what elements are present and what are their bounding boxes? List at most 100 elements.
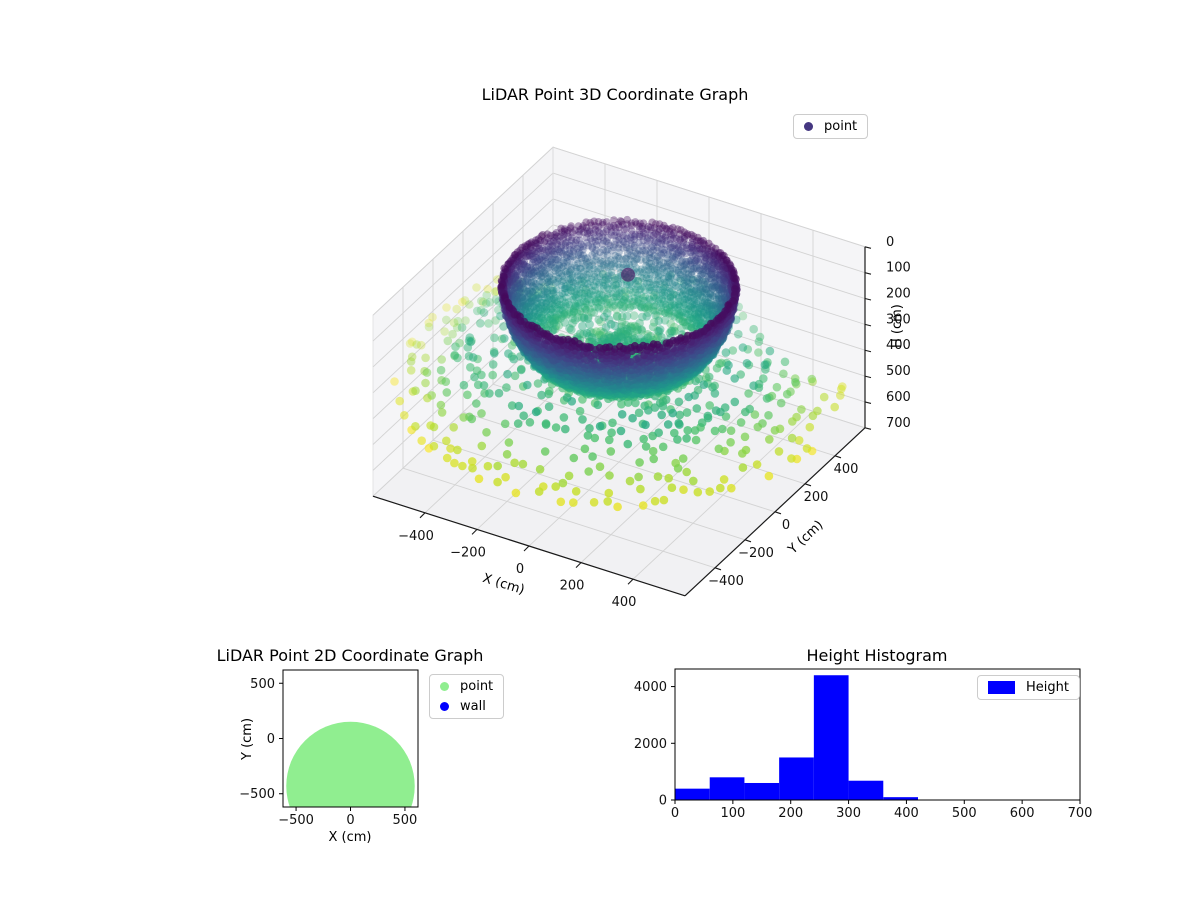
point [641,304,649,312]
point [627,240,636,248]
point [467,414,477,424]
point [709,264,717,273]
point [572,290,581,299]
point [543,306,551,314]
point [672,281,680,290]
point [599,251,608,260]
point [569,241,578,249]
point [669,300,678,309]
point [688,300,697,309]
point [530,272,538,280]
point [633,250,641,258]
point [596,272,604,281]
point [617,317,627,327]
point [562,293,570,302]
point [612,280,621,289]
point [694,320,703,328]
x-tick-label: 500 [393,813,418,828]
point [658,235,666,243]
point [836,391,845,400]
point [648,253,656,262]
point [604,257,612,265]
point [708,307,716,315]
point [561,288,569,297]
point [677,308,685,316]
point [694,313,703,322]
point [476,319,485,328]
point [622,240,631,248]
point [528,252,537,260]
point [561,298,570,307]
point [554,254,563,262]
x-tick-label: 200 [560,579,585,594]
point [417,436,427,446]
point [704,372,714,382]
point [700,257,709,266]
point [518,459,528,469]
point [706,257,714,266]
point [805,422,815,432]
point [693,293,702,301]
point [550,324,560,334]
plot2d-ylabel: Y (cm) [240,717,255,760]
point [618,220,627,229]
point [644,301,653,310]
point [703,305,711,314]
point [660,278,669,286]
point [653,256,661,265]
point [551,267,559,275]
point [664,251,672,259]
point [639,246,647,255]
point [694,309,703,317]
point [714,283,723,292]
point [614,252,622,261]
point [555,310,563,319]
point [689,232,698,240]
point [639,229,648,237]
point [427,391,437,400]
point [687,288,696,297]
point [669,231,677,239]
point [627,236,635,245]
point [653,268,662,277]
point [573,267,581,276]
point [738,449,747,458]
point [574,299,582,308]
point [553,240,562,248]
point [547,263,555,271]
point [696,244,704,253]
point [657,410,666,420]
point [558,295,567,304]
point [579,283,587,292]
point [544,246,553,254]
point [674,251,683,260]
point [631,398,640,408]
point [644,406,653,415]
point [599,245,608,254]
point [681,281,689,290]
point [599,258,607,266]
point [528,282,537,290]
point [572,264,581,272]
point [554,316,562,324]
y-tick-label: 2000 [634,737,667,752]
point [627,282,636,291]
point [645,286,654,295]
point [589,264,598,273]
point [549,237,558,245]
tick-mark [714,567,722,571]
point [690,287,699,295]
point [675,313,684,322]
point [604,304,614,313]
point [592,256,600,264]
point [699,302,708,311]
point [501,265,510,274]
point [630,241,639,250]
point [668,254,677,263]
point [696,285,704,294]
point [602,237,610,246]
point [754,337,764,347]
point [566,224,575,232]
tick-mark [774,511,782,515]
point [573,244,581,253]
